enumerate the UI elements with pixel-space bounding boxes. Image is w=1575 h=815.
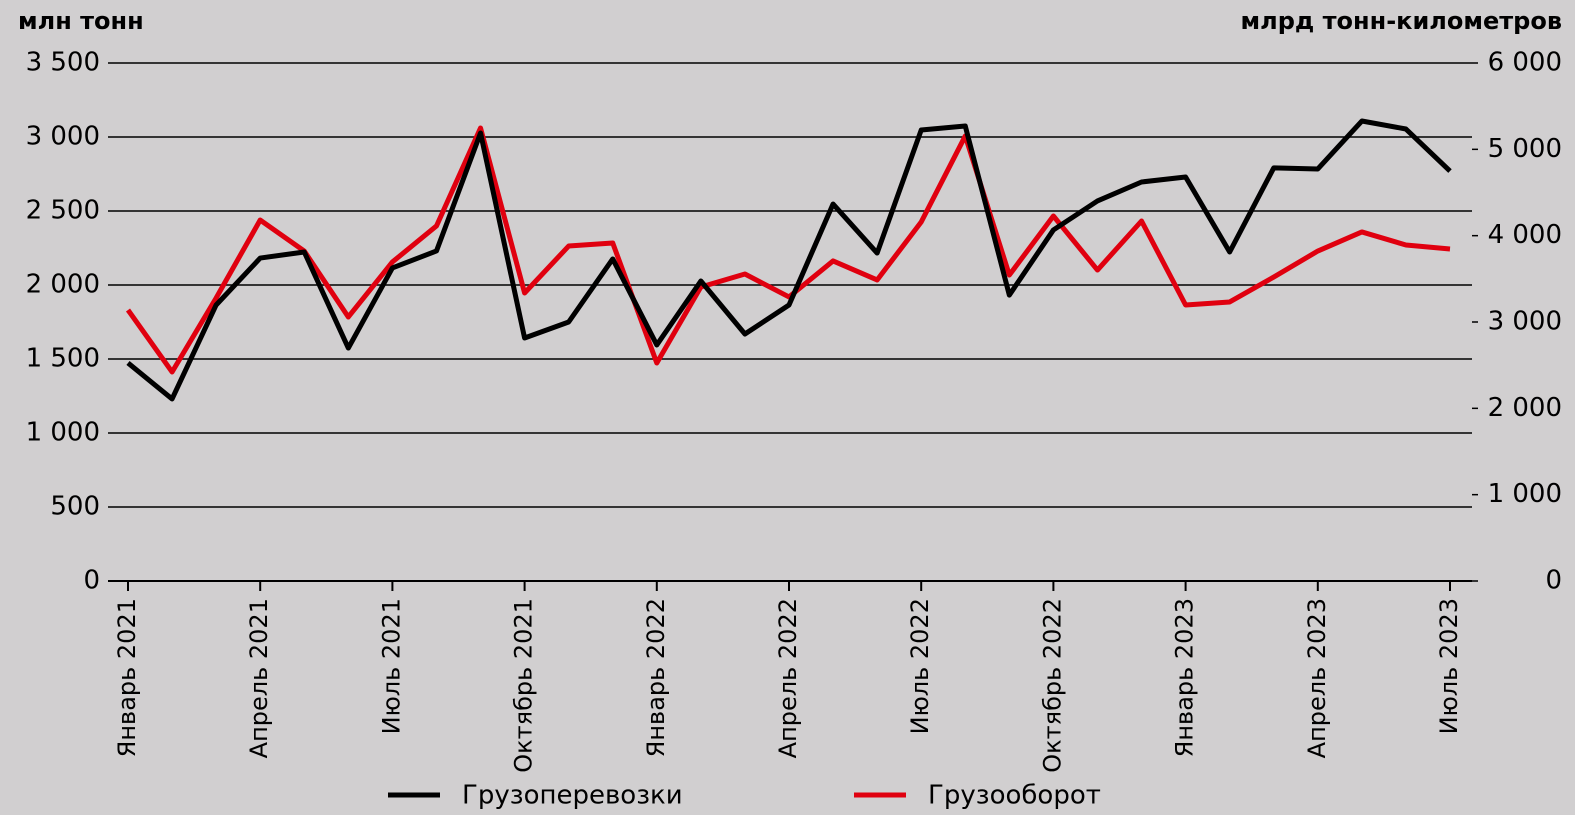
x-tick-label: Апрель 2023 xyxy=(1303,598,1331,758)
y2-axis-label: млрд тонн-километров xyxy=(1241,7,1562,35)
y2-tick-label: 4 000 xyxy=(1488,220,1562,250)
y-tick-label: 0 xyxy=(83,566,100,596)
y2-tick-label: 6 000 xyxy=(1488,48,1562,78)
x-tick-label: Январь 2022 xyxy=(642,598,670,757)
x-tick-label: Январь 2021 xyxy=(113,598,141,757)
y-tick-label: 3 000 xyxy=(26,122,100,152)
x-tick-label: Июль 2022 xyxy=(906,598,934,734)
y-axis-label: млн тонн xyxy=(18,7,144,35)
y2-tick-label: 1 000 xyxy=(1488,479,1562,509)
x-tick-label: Июль 2021 xyxy=(377,598,405,734)
y2-tick-label: 2 000 xyxy=(1488,393,1562,423)
x-tick-label: Январь 2023 xyxy=(1171,598,1199,757)
y-tick-label: 2 500 xyxy=(26,196,100,226)
y-tick-label: 2 000 xyxy=(26,270,100,300)
y2-tick-label: 5 000 xyxy=(1488,134,1562,164)
legend-label: Грузооборот xyxy=(928,781,1101,811)
y-tick-label: 3 500 xyxy=(26,48,100,78)
x-tick-label: Июль 2023 xyxy=(1435,598,1463,734)
y-tick-label: 1 000 xyxy=(26,418,100,448)
y-tick-label: 500 xyxy=(50,492,100,522)
x-tick-label: Октябрь 2021 xyxy=(510,598,538,773)
x-tick-label: Апрель 2022 xyxy=(774,598,802,758)
x-tick-label: Апрель 2021 xyxy=(245,598,273,758)
series-line xyxy=(126,118,1452,402)
series-line xyxy=(125,125,1451,375)
y-tick-label: 1 500 xyxy=(26,344,100,374)
x-tick-label: Октябрь 2022 xyxy=(1038,598,1066,773)
y2-tick-label: 3 000 xyxy=(1488,307,1562,337)
legend-label: Грузоперевозки xyxy=(462,781,683,811)
y2-tick-label: 0 xyxy=(1545,566,1562,596)
